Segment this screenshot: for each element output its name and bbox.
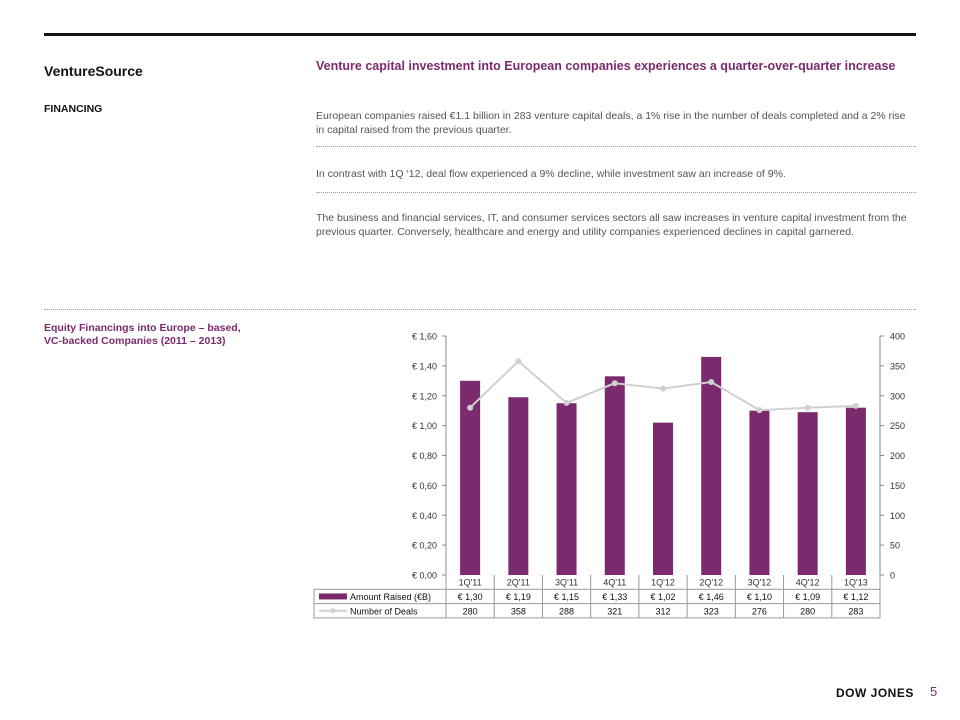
left-tick-label: € 0,00	[412, 571, 437, 581]
deals-point	[563, 399, 570, 406]
data-label: 312	[655, 606, 670, 616]
section-label: FINANCING	[44, 103, 103, 115]
right-tick-label: 150	[890, 481, 905, 491]
category-label: 1Q'13	[844, 578, 868, 588]
top-rule	[44, 33, 916, 36]
left-tick-label: € 0,60	[412, 481, 437, 491]
deals-point	[804, 404, 811, 411]
divider	[316, 192, 916, 193]
right-tick-label: 0	[890, 571, 895, 581]
right-tick-label: 250	[890, 421, 905, 431]
bar	[653, 422, 673, 575]
paragraph-1: European companies raised €1.1 billion i…	[316, 110, 906, 136]
legend-swatch-deals-marker	[330, 608, 336, 614]
left-tick-label: € 0,20	[412, 541, 437, 551]
data-label: € 1,02	[650, 592, 675, 602]
data-label: € 1,15	[554, 592, 579, 602]
right-tick-label: 400	[890, 332, 905, 342]
category-label: 1Q'11	[459, 578, 482, 588]
data-label: 288	[559, 606, 574, 616]
right-tick-label: 100	[890, 511, 905, 521]
category-label: 1Q'12	[651, 578, 675, 588]
chart-title: Equity Financings into Europe – based, V…	[44, 322, 241, 347]
divider	[316, 146, 916, 147]
category-label: 2Q'11	[507, 578, 530, 588]
paragraph-2: In contrast with 1Q ‘12, deal flow exper…	[316, 168, 786, 180]
data-label: 323	[704, 606, 719, 616]
category-label: 4Q'12	[796, 578, 820, 588]
category-label: 3Q'12	[748, 578, 772, 588]
legend-label: Amount Raised (€B)	[350, 592, 431, 602]
data-label: 276	[752, 606, 767, 616]
data-label: € 1,33	[602, 592, 627, 602]
data-label: 321	[607, 606, 622, 616]
left-tick-label: € 1,00	[412, 421, 437, 431]
section-divider	[44, 309, 916, 310]
data-label: 280	[463, 606, 478, 616]
deals-point	[467, 404, 474, 411]
deals-point	[660, 385, 666, 392]
bar	[797, 412, 818, 575]
dow-jones-logo: DOW JONES	[836, 686, 914, 700]
page-number: 5	[930, 684, 938, 699]
data-label: € 1,19	[506, 592, 531, 602]
bar	[701, 356, 722, 575]
headline: Venture capital investment into European…	[316, 59, 896, 73]
category-label: 4Q'11	[603, 578, 626, 588]
bar	[508, 397, 529, 575]
right-tick-label: 350	[890, 361, 905, 371]
left-tick-label: € 0,80	[412, 451, 437, 461]
data-label: € 1,30	[458, 592, 483, 602]
data-label: 280	[800, 606, 815, 616]
data-label: € 1,46	[699, 592, 724, 602]
left-tick-label: € 1,40	[412, 361, 437, 371]
bar	[604, 376, 625, 575]
data-label: € 1,09	[795, 592, 820, 602]
deals-point	[515, 358, 522, 365]
paragraph-3: The business and financial services, IT,…	[316, 212, 907, 238]
bar	[460, 380, 481, 575]
bar	[556, 403, 577, 575]
deals-point	[708, 379, 715, 386]
data-label: € 1,12	[843, 592, 868, 602]
left-tick-label: € 0,40	[412, 511, 437, 521]
right-tick-label: 300	[890, 391, 905, 401]
deals-point	[756, 407, 763, 414]
category-label: 2Q'12	[699, 578, 723, 588]
category-label: 3Q'11	[555, 578, 578, 588]
bar	[845, 407, 866, 575]
brand-title: VentureSource	[44, 63, 143, 79]
right-tick-label: 50	[890, 541, 900, 551]
left-tick-label: € 1,20	[412, 391, 437, 401]
data-label: € 1,10	[747, 592, 772, 602]
deals-point	[852, 402, 859, 409]
bar	[749, 410, 770, 575]
data-label: 283	[848, 606, 863, 616]
legend-label: Number of Deals	[350, 606, 418, 616]
legend-swatch-amount	[319, 593, 347, 600]
left-tick-label: € 1,60	[412, 332, 437, 342]
right-tick-label: 200	[890, 451, 905, 461]
deals-point	[611, 380, 618, 387]
data-label: 358	[511, 606, 526, 616]
